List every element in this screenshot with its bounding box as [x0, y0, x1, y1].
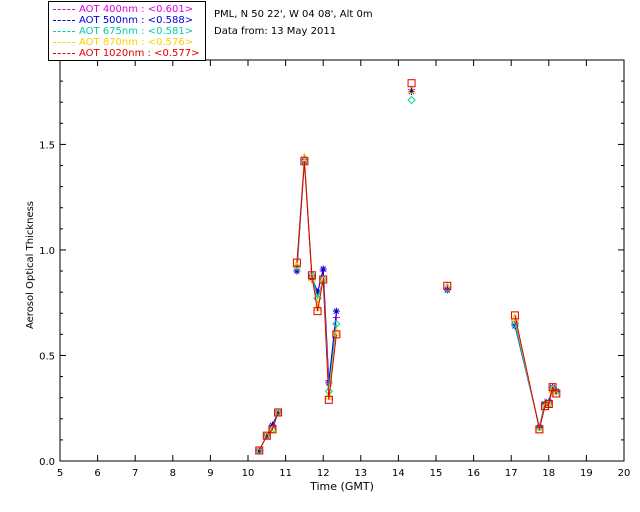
data-point: [332, 319, 341, 329]
x-tick-label: 6: [94, 468, 100, 479]
legend-swatch: [53, 30, 75, 32]
legend-entry: AOT 500nm : <0.588>: [53, 15, 193, 26]
data-point: [293, 267, 301, 275]
data-point: [274, 408, 283, 417]
legend: AOT 400nm : <0.601> AOT 500nm : <0.588> AO…: [48, 1, 206, 61]
data-point: [274, 408, 282, 416]
data-point: [255, 446, 263, 454]
data-point: [313, 307, 322, 316]
legend-swatch: [53, 41, 75, 43]
data-point: [510, 319, 520, 329]
x-tick-label: 13: [354, 468, 367, 479]
data-point: [407, 79, 416, 88]
data-point: [307, 271, 316, 280]
legend-entry: AOT 675nm : <0.581>: [53, 26, 193, 37]
x-tick-label: 5: [57, 468, 63, 479]
data-point: [510, 312, 520, 322]
data-date: Data from: 13 May 2011: [214, 26, 337, 37]
data-point: [292, 260, 302, 269]
data-point: [262, 431, 271, 440]
y-axis-label: Aerosol Optical Thickness: [25, 201, 36, 329]
series-line: [296, 157, 337, 396]
legend-entry: AOT 400nm : <0.601>: [53, 4, 193, 15]
x-tick-label: 9: [207, 468, 213, 479]
y-tick-label: 1.5: [39, 140, 55, 151]
data-point: [544, 400, 553, 409]
legend-label: AOT 400nm : <0.601>: [79, 4, 194, 15]
data-point: [300, 152, 309, 162]
axis-ticks: 5 6 7 8 9 10 11 12 13 14 15 16 17 18 19 20 0.0 0.5 1.0 1.5: [39, 60, 630, 479]
data-point: [535, 425, 544, 434]
series-1: [255, 88, 560, 454]
y-tick-label: 1.0: [39, 246, 55, 257]
data-point: [268, 425, 277, 434]
x-tick-label: 8: [170, 468, 176, 479]
series-line: [296, 161, 337, 383]
legend-label: AOT 870nm : <0.576>: [79, 37, 194, 48]
x-axis-label: Time (GMT): [309, 480, 374, 493]
data-point: [443, 281, 452, 290]
data-point: [292, 258, 301, 267]
series-4: [255, 79, 561, 455]
series-line: [514, 315, 557, 430]
series-3: [254, 84, 561, 455]
legend-label: AOT 1020nm : <0.577>: [79, 48, 200, 59]
x-tick-label: 18: [542, 468, 555, 479]
y-tick-label: 0.5: [39, 351, 55, 362]
plot-frame: [59, 59, 625, 462]
legend-label: AOT 500nm : <0.588>: [79, 15, 194, 26]
legend-label: AOT 675nm : <0.581>: [79, 26, 194, 37]
data-point: [319, 275, 328, 284]
x-tick-label: 7: [132, 468, 138, 479]
x-tick-label: 15: [430, 468, 443, 479]
legend-swatch: [53, 8, 75, 10]
x-tick-label: 11: [279, 468, 292, 479]
series-2: [255, 95, 561, 455]
data-point: [408, 88, 416, 96]
data-point: [314, 288, 322, 296]
data-point: [511, 322, 519, 330]
data-point: [407, 95, 416, 105]
data-point: [319, 265, 327, 273]
data-point: [332, 330, 341, 339]
data-point: [510, 311, 519, 320]
legend-swatch: [53, 52, 75, 54]
series-line: [296, 159, 337, 392]
x-tick-label: 16: [467, 468, 480, 479]
data-point: [300, 157, 309, 166]
x-tick-label: 14: [392, 468, 405, 479]
data-point: [307, 272, 317, 282]
data-point: [324, 395, 333, 404]
y-tick-label: 0.0: [39, 457, 55, 468]
station-location: PML, N 50 22', W 04 08', Alt 0m: [214, 9, 373, 20]
series-0: [255, 86, 560, 454]
legend-entry: AOT 1020nm : <0.577>: [53, 48, 199, 59]
series-line: [296, 161, 337, 400]
data-point: [332, 307, 340, 315]
data-point: [255, 446, 264, 455]
data-point: [407, 84, 416, 94]
x-tick-label: 12: [317, 468, 330, 479]
x-tick-label: 19: [580, 468, 593, 479]
legend-entry: AOT 870nm : <0.576>: [53, 37, 193, 48]
data-point: [552, 389, 561, 398]
x-tick-label: 20: [618, 468, 631, 479]
legend-swatch: [53, 19, 75, 21]
data-point: [443, 286, 451, 294]
x-tick-label: 17: [505, 468, 518, 479]
series-layer: [254, 79, 561, 455]
x-tick-label: 10: [242, 468, 255, 479]
